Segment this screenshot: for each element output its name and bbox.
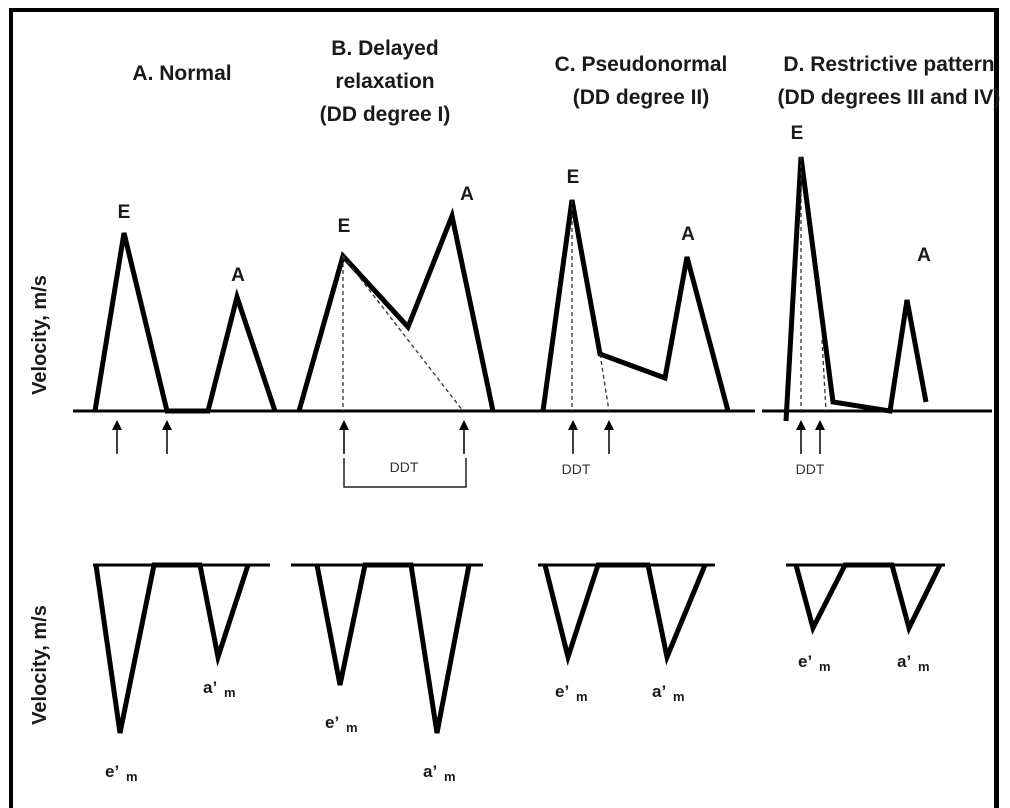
panel-a-e-prime-label: e’ m <box>105 762 138 784</box>
panel-c-peak-a-label: A <box>681 224 695 245</box>
panel-a-mitral-waveform <box>92 232 278 414</box>
panel-d-arrow-end <box>815 420 825 454</box>
figure-frame <box>9 8 999 808</box>
panel-b-title-line-3: (DD degree I) <box>320 103 451 126</box>
panel-d-arrow-e <box>796 420 806 454</box>
panel-a-a-prime-label: a’ m <box>203 678 236 700</box>
panel-b-mitral-waveform <box>296 207 496 412</box>
panel-b-title-line-1: B. Delayed <box>331 37 438 60</box>
panel-b-deceleration-slope <box>342 255 464 412</box>
panel-b-arrow-e <box>339 420 349 454</box>
panel-a-arrow-end <box>162 420 172 454</box>
svg-text:m: m <box>576 689 588 704</box>
panel-c-pseudonormal: C. Pseudonormal (DD degree II) E A DDT e… <box>525 53 755 704</box>
svg-text:m: m <box>918 659 930 674</box>
panel-d-mitral-waveform <box>783 156 929 422</box>
svg-text:m: m <box>126 769 138 784</box>
panel-b-ddt-bracket <box>343 458 467 488</box>
panel-a-peak-a-label: A <box>231 265 245 286</box>
panel-b-e-prime-label: e’ m <box>325 713 358 735</box>
panel-d-e-prime-label: e’ m <box>798 652 831 674</box>
panel-a-peak-e-label: E <box>118 202 131 223</box>
panel-b-peak-e-label: E <box>338 216 351 237</box>
panel-b-delayed-relaxation: B. Delayed relaxation (DD degree I) E A … <box>291 37 525 784</box>
panel-a-arrow-e <box>112 420 122 454</box>
svg-text:e’: e’ <box>555 682 569 701</box>
panel-c-e-prime-label: e’ m <box>555 682 588 704</box>
svg-text:a’: a’ <box>423 762 437 781</box>
panel-c-a-prime-label: a’ m <box>652 682 685 704</box>
panel-d-a-prime-label: a’ m <box>897 652 930 674</box>
svg-text:m: m <box>346 720 358 735</box>
svg-text:a’: a’ <box>897 652 911 671</box>
panel-b-a-prime-label: a’ m <box>423 762 456 784</box>
panel-d-title-line-1: D. Restrictive pattern <box>783 53 994 76</box>
panel-a-normal: A. Normal E A e’ m a’ m <box>73 62 293 784</box>
panel-b-peak-a-label: A <box>460 184 474 205</box>
panel-b-tdi-waveform <box>314 562 472 734</box>
panel-d-title-line-2: (DD degrees III and IV) <box>778 86 1001 109</box>
panel-c-arrow-e <box>568 420 578 454</box>
panel-d-peak-e-label: E <box>791 123 804 144</box>
svg-text:m: m <box>444 769 456 784</box>
svg-text:m: m <box>819 659 831 674</box>
panel-a-tdi-waveform <box>93 562 251 734</box>
panel-c-title-line-1: C. Pseudonormal <box>555 53 728 76</box>
panel-b-ddt-label: DDT <box>390 459 419 475</box>
panel-b-arrow-end <box>459 420 469 454</box>
panel-c-deceleration-slope <box>599 353 610 412</box>
panel-d-tdi-waveform <box>793 562 943 636</box>
svg-text:e’: e’ <box>798 652 812 671</box>
panel-c-ddt-label: DDT <box>562 461 591 477</box>
mitral-velocity-axis-label: Velocity, m/s <box>29 275 51 395</box>
panel-b-title-line-2: relaxation <box>335 70 434 93</box>
diagram-canvas: Velocity, m/s Velocity, m/s A. Normal E … <box>29 37 1000 784</box>
panel-a-title: A. Normal <box>132 62 231 85</box>
diastolic-dysfunction-figure: Velocity, m/s Velocity, m/s A. Normal E … <box>9 8 1000 808</box>
panel-c-tdi-waveform <box>542 562 708 667</box>
panel-d-peak-a-label: A <box>917 245 931 266</box>
svg-text:m: m <box>224 685 236 700</box>
svg-text:e’: e’ <box>325 713 339 732</box>
panel-c-mitral-waveform <box>540 199 731 412</box>
panel-d-restrictive: D. Restrictive pattern (DD degrees III a… <box>762 53 1000 674</box>
panel-d-deceleration-slope <box>821 339 827 412</box>
tissue-velocity-axis-label: Velocity, m/s <box>29 605 51 725</box>
svg-text:e’: e’ <box>105 762 119 781</box>
panel-c-arrow-end <box>604 420 614 454</box>
svg-text:a’: a’ <box>203 678 217 697</box>
panel-c-title-line-2: (DD degree II) <box>573 86 710 109</box>
svg-text:m: m <box>673 689 685 704</box>
svg-text:a’: a’ <box>652 682 666 701</box>
panel-d-ddt-label: DDT <box>796 461 825 477</box>
panel-c-peak-e-label: E <box>567 167 580 188</box>
